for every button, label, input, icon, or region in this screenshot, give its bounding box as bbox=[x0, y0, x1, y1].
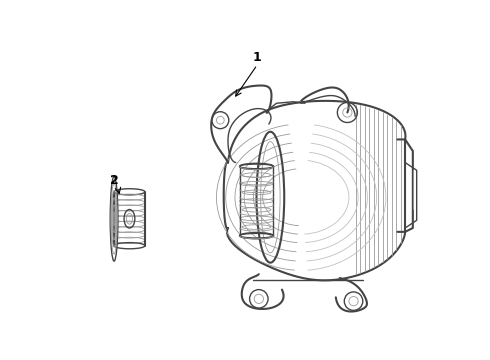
Text: 1: 1 bbox=[253, 50, 262, 64]
Text: 2: 2 bbox=[110, 174, 119, 187]
